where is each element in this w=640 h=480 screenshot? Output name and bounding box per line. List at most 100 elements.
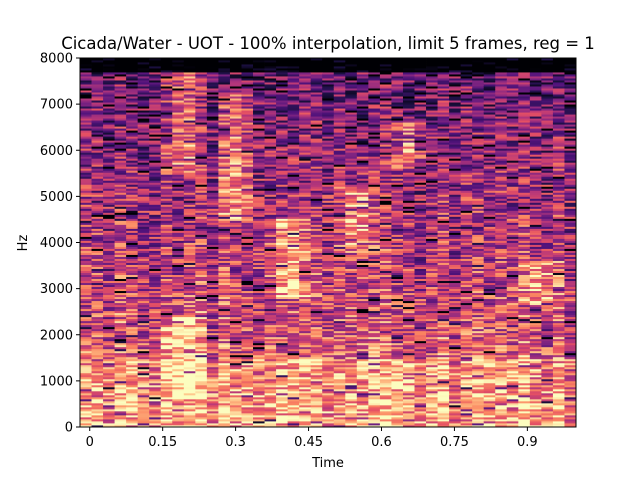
spectrogram-cell <box>172 142 185 145</box>
spectrogram-cell <box>149 92 162 95</box>
spectrogram-cell <box>183 306 196 310</box>
spectrogram-cell <box>310 80 323 83</box>
spectrogram-cell <box>287 162 300 165</box>
spectrogram-cell <box>241 386 254 390</box>
spectrogram-cell <box>368 408 381 412</box>
spectrogram-cell <box>126 202 139 205</box>
spectrogram-cell <box>149 218 162 221</box>
spectrogram-cell <box>333 150 346 153</box>
spectrogram-cell <box>299 134 312 137</box>
spectrogram-cell <box>287 312 300 316</box>
spectrogram-cell <box>195 340 208 344</box>
spectrogram-cell <box>253 402 265 406</box>
spectrogram-cell <box>206 290 219 294</box>
spectrogram-cell <box>126 198 139 201</box>
spectrogram-cell <box>114 130 127 133</box>
spectrogram-cell <box>299 106 312 109</box>
spectrogram-cell <box>229 364 242 368</box>
spectrogram-cell <box>322 92 335 95</box>
spectrogram-cell <box>287 202 300 205</box>
spectrogram-cell <box>218 410 231 414</box>
spectrogram-cell <box>218 60 231 63</box>
spectrogram-cell <box>229 224 242 227</box>
spectrogram-cell <box>183 220 196 223</box>
spectrogram-cell <box>276 110 289 113</box>
spectrogram-cell <box>91 232 104 235</box>
spectrogram-cell <box>345 248 358 251</box>
spectrogram-cell <box>287 304 300 308</box>
spectrogram-cell <box>287 352 300 356</box>
spectrogram-cell <box>310 310 323 314</box>
spectrogram-cell <box>103 338 115 342</box>
spectrogram-cell <box>206 384 219 388</box>
spectrogram-cell <box>137 422 150 426</box>
spectrogram-cell <box>195 368 208 372</box>
spectrogram-cell <box>299 278 312 282</box>
spectrogram-cell <box>172 310 185 314</box>
spectrogram-cell <box>287 138 300 141</box>
spectrogram-cell <box>310 180 323 183</box>
spectrogram-cell <box>229 198 242 201</box>
spectrogram-cell <box>137 222 150 225</box>
spectrogram-cell <box>149 86 162 89</box>
spectrogram-cell <box>218 286 231 290</box>
spectrogram-cell <box>218 282 231 286</box>
spectrogram-cell <box>195 348 208 352</box>
spectrogram-cell <box>253 268 265 271</box>
spectrogram-cell <box>160 146 173 149</box>
spectrogram-cell <box>356 258 369 261</box>
spectrogram-cell <box>183 414 196 418</box>
spectrogram-cell <box>310 340 323 344</box>
spectrogram-cell <box>195 396 208 400</box>
spectrogram-cell <box>368 190 381 193</box>
spectrogram-cell <box>264 160 277 163</box>
spectrogram-cell <box>287 180 300 183</box>
spectrogram-cell <box>126 350 139 354</box>
spectrogram-cell <box>91 92 104 95</box>
spectrogram-cell <box>379 258 392 261</box>
spectrogram-cell <box>183 84 196 87</box>
spectrogram-cell <box>264 302 277 306</box>
spectrogram-cell <box>149 270 162 273</box>
spectrogram-cell <box>356 274 369 277</box>
spectrogram-cell <box>218 384 231 388</box>
spectrogram-cell <box>241 92 254 95</box>
spectrogram-cell <box>80 236 92 239</box>
spectrogram-cell <box>345 214 358 217</box>
spectrogram-cell <box>80 368 92 372</box>
spectrogram-cell <box>264 258 277 261</box>
spectrogram-cell <box>206 368 219 372</box>
spectrogram-cell <box>206 350 219 354</box>
spectrogram-cell <box>218 266 231 269</box>
spectrogram-cell <box>126 148 139 151</box>
spectrogram-cell <box>114 132 127 135</box>
spectrogram-cell <box>149 272 162 275</box>
spectrogram-cell <box>253 318 265 322</box>
spectrogram-cell <box>206 150 219 153</box>
spectrogram-cell <box>137 184 150 187</box>
spectrogram-cell <box>137 366 150 370</box>
spectrogram-cell <box>80 362 92 366</box>
spectrogram-cell <box>264 76 277 79</box>
spectrogram-cell <box>206 194 219 197</box>
spectrogram-cell <box>80 326 92 330</box>
spectrogram-cell <box>310 278 323 282</box>
spectrogram-cell <box>356 164 369 167</box>
spectrogram-cell <box>218 264 231 267</box>
spectrogram-cell <box>287 152 300 155</box>
spectrogram-cell <box>229 344 242 348</box>
spectrogram-cell <box>264 236 277 239</box>
spectrogram-cell <box>287 188 300 191</box>
spectrogram-cell <box>126 386 139 390</box>
spectrogram-cell <box>229 288 242 292</box>
spectrogram-cell <box>149 222 162 225</box>
spectrogram-cell <box>137 344 150 348</box>
spectrogram-cell <box>137 284 150 288</box>
spectrogram-cell <box>91 76 104 79</box>
spectrogram-cell <box>345 310 358 314</box>
spectrogram-cell <box>310 72 323 75</box>
spectrogram-cell <box>310 220 323 223</box>
spectrogram-cell <box>229 258 242 261</box>
spectrogram-cell <box>137 342 150 346</box>
spectrogram-cell <box>126 322 139 326</box>
